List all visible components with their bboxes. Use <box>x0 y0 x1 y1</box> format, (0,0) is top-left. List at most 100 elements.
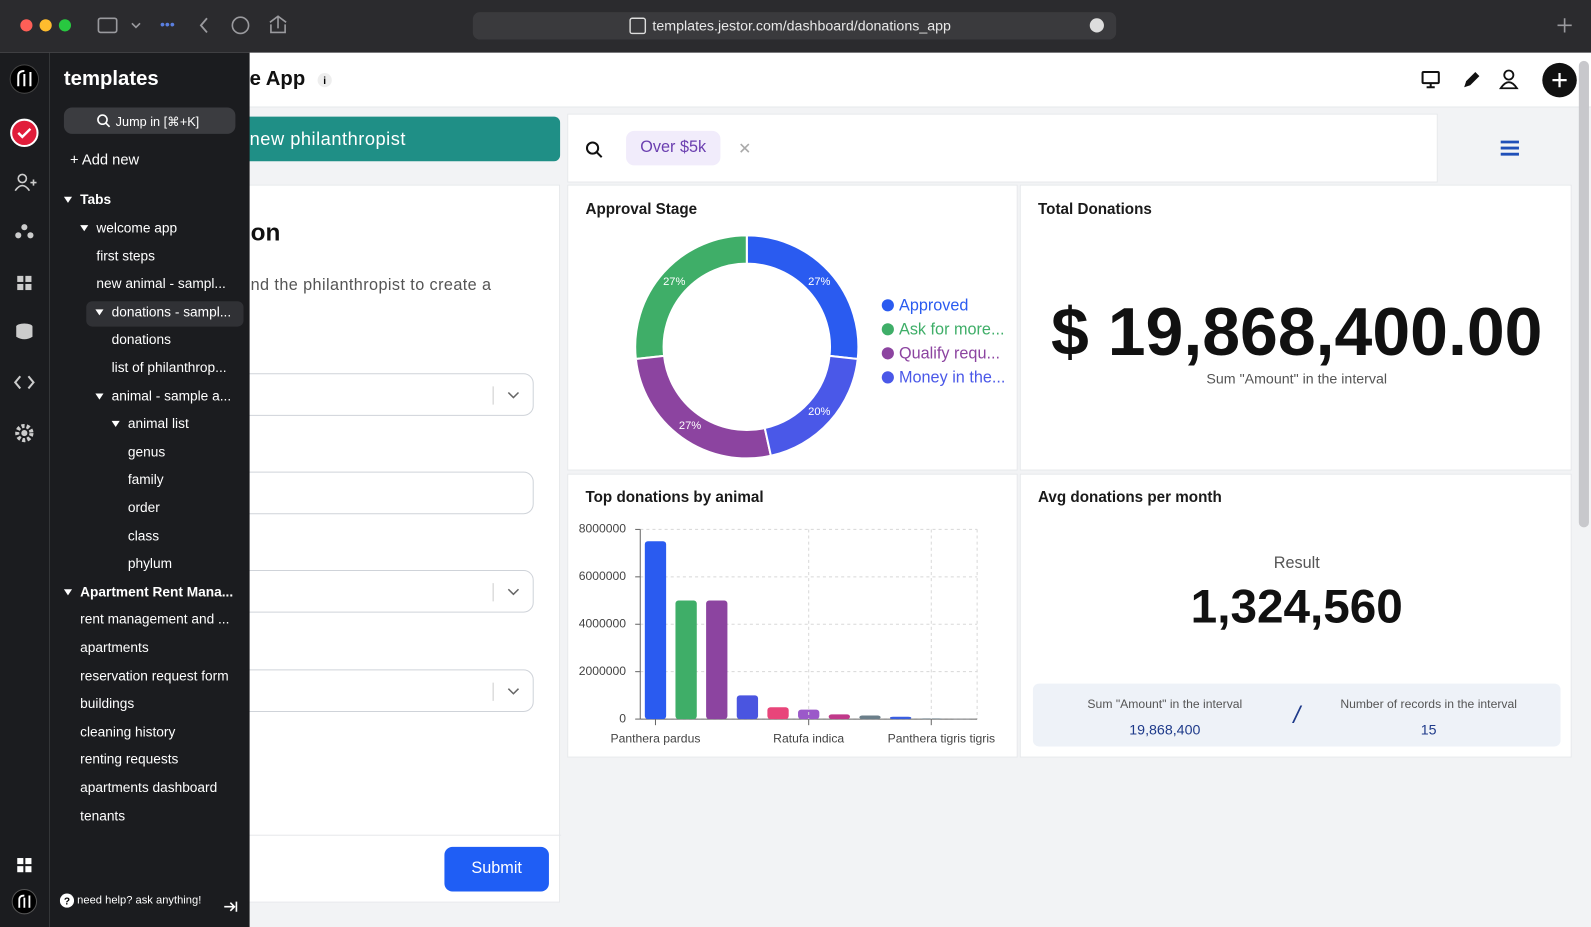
stat-value: 19,868,400 <box>1129 721 1201 738</box>
stats-box: Sum "Amount" in the interval 19,868,400 … <box>1032 683 1561 747</box>
total-card: Total Donations $ 19,868,400.00 Sum "Amo… <box>1019 184 1572 471</box>
icon-rail <box>0 52 50 927</box>
bar <box>706 600 728 720</box>
search-button[interactable]: Jump in [⌘+K] <box>63 107 236 134</box>
tree-item[interactable]: buildings <box>80 695 135 711</box>
tree-item[interactable]: new animal - sampl... <box>96 275 226 292</box>
tree-item[interactable]: tenants <box>80 808 126 824</box>
app-title: e App <box>249 67 306 91</box>
button-label: new philanthropist <box>249 128 406 150</box>
tree-item[interactable]: family <box>127 471 164 487</box>
form-description: nd the philanthropist to create a <box>250 276 492 295</box>
legend-dot <box>881 347 894 360</box>
tree-item[interactable]: cleaning history <box>80 724 176 740</box>
tree-item[interactable]: animal - sample a... <box>111 388 232 404</box>
slice-label: 27% <box>663 276 685 288</box>
tree-item[interactable]: first steps <box>96 248 156 264</box>
search-label: Jump in [⌘+K] <box>115 114 200 129</box>
filter-bar: Over $5k <box>567 113 1438 183</box>
tree-item[interactable]: reservation request form <box>80 668 229 684</box>
total-caption: Sum "Amount" in the interval <box>1206 370 1388 387</box>
bar <box>644 541 667 720</box>
x-tick-label: Panthera tigris tigris <box>888 732 995 746</box>
y-tick-label: 2000000 <box>579 664 627 678</box>
tree-item[interactable]: order <box>127 500 160 516</box>
select-field[interactable] <box>233 569 534 613</box>
expand-arrow[interactable] <box>63 589 73 596</box>
tree-item[interactable]: class <box>127 528 160 544</box>
stat-value: 15 <box>1420 721 1437 738</box>
card-title: Approval Stage <box>585 200 698 219</box>
expand-arrow[interactable] <box>63 196 73 203</box>
svg-text:?: ? <box>64 896 70 907</box>
app-header: e App i <box>249 52 1591 108</box>
pie-slice <box>763 354 859 458</box>
scrollbar[interactable] <box>1578 60 1589 528</box>
stat-label: Sum "Amount" in the interval <box>1087 696 1243 711</box>
text-field[interactable] <box>233 471 534 515</box>
y-tick-label: 8000000 <box>579 522 627 536</box>
filter-chip[interactable]: Over $5k <box>626 130 721 166</box>
tree-item[interactable]: Tabs <box>80 191 112 207</box>
active-item <box>86 301 244 327</box>
menu-icon[interactable] <box>1498 136 1522 160</box>
collapse-icon[interactable] <box>222 899 238 915</box>
tree-item[interactable]: rent management and ... <box>80 611 230 627</box>
url[interactable]: templates.jestor.com/dashboard/donations… <box>652 17 951 34</box>
select-field[interactable] <box>233 373 534 416</box>
submit-button[interactable]: Submit <box>444 846 549 892</box>
expand-arrow[interactable] <box>95 309 104 316</box>
expand-arrow[interactable] <box>80 225 89 232</box>
filter-icons <box>585 141 750 158</box>
submit-label: Submit <box>471 860 522 878</box>
result-label: Result <box>1273 554 1320 573</box>
bar <box>736 695 759 720</box>
tree-item[interactable]: welcome app <box>96 220 178 236</box>
svg-text:i: i <box>323 76 326 87</box>
tree-item[interactable]: animal list <box>127 415 189 432</box>
bar <box>767 707 789 720</box>
tree-item[interactable]: renting requests <box>80 751 179 767</box>
expand-arrow[interactable] <box>111 420 120 427</box>
svg-text:•••: ••• <box>160 17 175 33</box>
tree-item[interactable]: donations <box>111 331 172 347</box>
tree-item[interactable]: phylum <box>127 555 173 572</box>
slice-label: 20% <box>808 406 830 418</box>
tree-item[interactable]: donations - sampl... <box>111 304 232 320</box>
browser-toolbar: ••• templates.jestor.com/dashboard/donat… <box>0 0 1591 53</box>
card-title: Total Donations <box>1038 200 1152 219</box>
tree-item[interactable]: apartments dashboard <box>80 779 218 796</box>
tree-item[interactable]: Apartment Rent Mana... <box>80 584 234 600</box>
bar <box>889 716 912 720</box>
result-value: 1,324,560 <box>1190 579 1403 633</box>
y-tick-label: 4000000 <box>579 616 627 630</box>
card-title: Avg donations per month <box>1038 488 1222 507</box>
legend-dot <box>881 371 894 384</box>
expand-arrow[interactable] <box>95 393 104 400</box>
avg-card: Avg donations per month Result 1,324,560… <box>1019 473 1572 758</box>
bar <box>675 600 697 720</box>
slice-label: 27% <box>679 420 701 432</box>
card-title: Top donations by animal <box>585 488 764 507</box>
total-value: $ 19,868,400.00 <box>1051 294 1543 371</box>
legend-dot <box>881 299 894 312</box>
tree-item[interactable]: list of philanthrop... <box>111 360 227 376</box>
add-new[interactable]: + Add new <box>70 152 140 169</box>
tree-item[interactable]: apartments <box>80 639 149 656</box>
header-icons: i <box>317 62 1577 98</box>
legend-label: Approved <box>899 297 968 315</box>
sidebar-title: templates <box>63 67 159 91</box>
tree-item[interactable]: genus <box>127 444 166 460</box>
form-heading: on <box>250 219 281 247</box>
legend-label: Qualify requ... <box>899 345 1000 363</box>
new-philanthropist-button[interactable]: new philanthropist <box>233 116 561 162</box>
bar <box>828 714 850 720</box>
pie-slice <box>634 354 773 460</box>
form-footer-divider <box>234 834 562 836</box>
help[interactable]: ? need help? ask anything! <box>59 893 201 908</box>
rail-icons <box>9 64 40 915</box>
x-tick-label: Ratufa indica <box>773 732 844 746</box>
select-field[interactable] <box>233 669 534 712</box>
